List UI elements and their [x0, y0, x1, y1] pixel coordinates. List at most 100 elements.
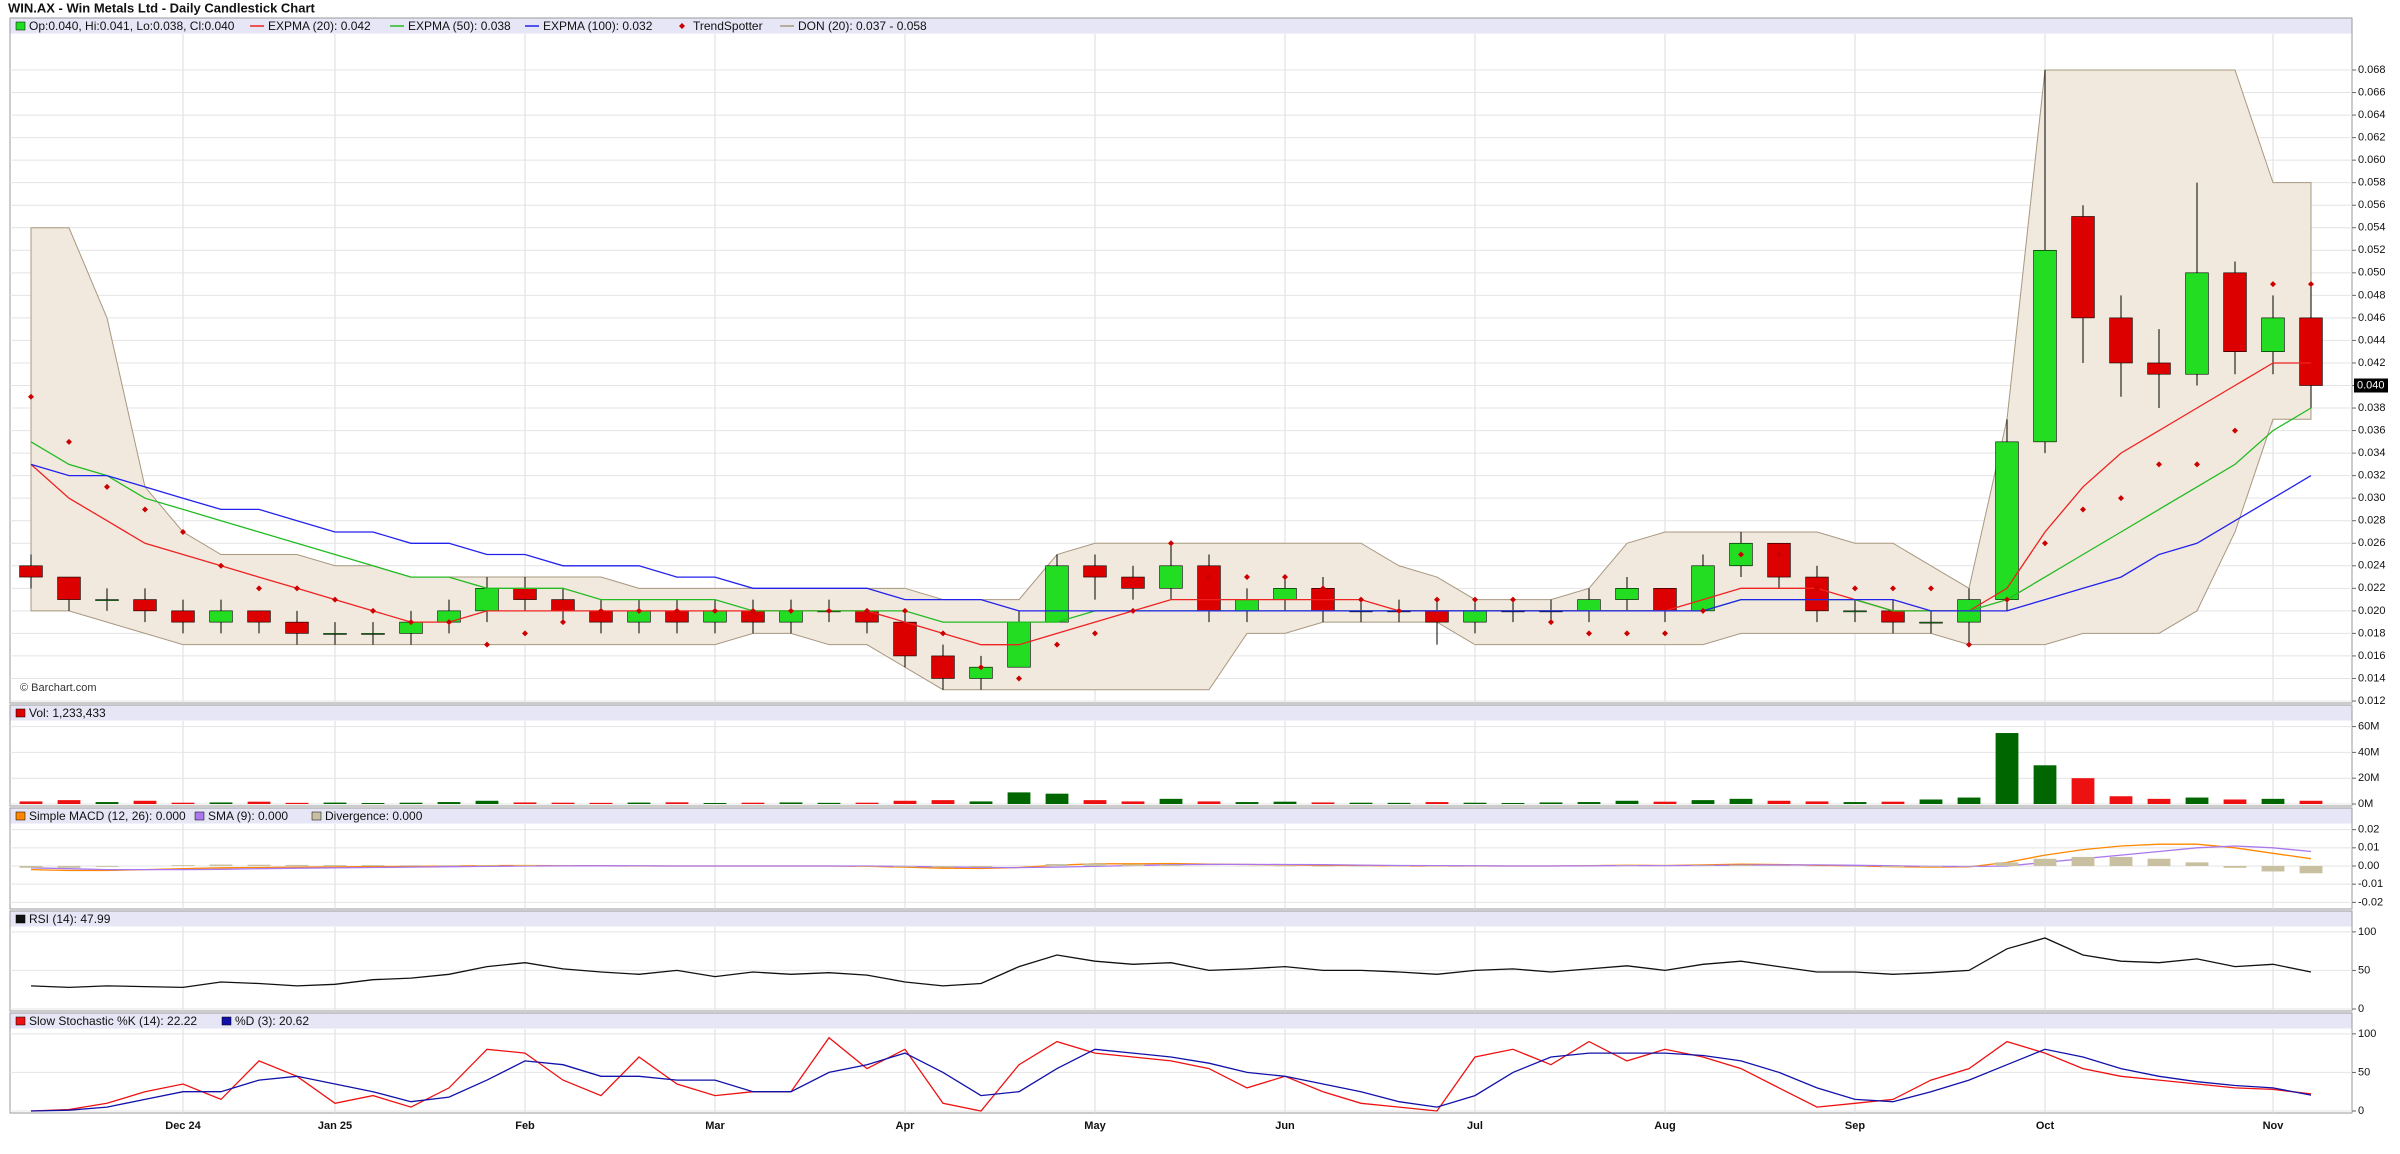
- y-tick-label: 0.060: [2358, 154, 2386, 166]
- trendspotter-dot: [66, 438, 72, 445]
- bar: [931, 800, 955, 804]
- trendspotter-dot: [1434, 596, 1440, 603]
- bar: [2071, 856, 2095, 866]
- indicator-line: [30, 1036, 2312, 1112]
- legend-swatch: [221, 1016, 232, 1026]
- trendspotter-dot: [1016, 675, 1022, 682]
- candle-body: [1045, 565, 1069, 623]
- trendspotter-dot: [1282, 574, 1288, 581]
- bar: [1691, 865, 1715, 866]
- candle-body: [2185, 272, 2209, 375]
- candle-body: [1919, 621, 1943, 624]
- x-tick-label: Nov: [2263, 1120, 2285, 1132]
- x-tick-label: Mar: [705, 1120, 725, 1132]
- candle-body: [1425, 610, 1449, 623]
- bar: [1463, 802, 1487, 804]
- candle-body: [361, 633, 385, 635]
- trendspotter-dot: [28, 393, 34, 400]
- candle-body: [57, 576, 81, 600]
- bar: [855, 802, 879, 804]
- bar: [1919, 866, 1943, 867]
- trendspotter-dot: [218, 562, 224, 569]
- bar: [247, 864, 271, 866]
- bar: [361, 865, 385, 866]
- bar: [741, 802, 765, 804]
- candle-body: [1843, 610, 1867, 613]
- panel-header: [10, 1013, 2352, 1029]
- bar: [1539, 802, 1563, 804]
- source-label: © Barchart.com: [20, 682, 97, 694]
- y-tick-label: 0.058: [2358, 177, 2386, 189]
- trendspotter-dot: [142, 506, 148, 513]
- x-tick-label: Sep: [1845, 1120, 1865, 1132]
- bar: [2223, 799, 2247, 804]
- bar: [1767, 800, 1791, 804]
- bar: [323, 865, 347, 866]
- y-tick-label: 0.044: [2358, 334, 2386, 346]
- trendspotter-dot: [1586, 630, 1592, 637]
- y-tick-label: 0.036: [2358, 424, 2386, 436]
- y-tick-label: 0.062: [2358, 132, 2386, 144]
- bar: [1881, 801, 1905, 804]
- bar: [209, 864, 233, 866]
- ema-line: [30, 463, 2312, 612]
- trendspotter-dot: [1548, 619, 1554, 626]
- bar: [1159, 864, 1183, 866]
- y-tick-label: 0M: [2358, 798, 2373, 810]
- legend-label: %D (3): 20.62: [235, 1014, 309, 1028]
- y-tick-label: 0.068: [2358, 64, 2386, 76]
- bar: [703, 802, 727, 804]
- bar: [171, 865, 195, 866]
- bar: [133, 800, 157, 804]
- trendspotter-dot: [1738, 551, 1744, 558]
- bar: [2185, 862, 2209, 866]
- x-tick-label: Jun: [1275, 1120, 1295, 1132]
- y-tick-label: -0.01: [2358, 878, 2383, 890]
- bar: [1387, 866, 1411, 867]
- y-tick-label: 0.046: [2358, 312, 2386, 324]
- bar: [19, 866, 43, 868]
- candle-body: [2147, 362, 2171, 375]
- trendspotter-dot: [1472, 596, 1478, 603]
- candle-body: [171, 610, 195, 623]
- chart-title: WIN.AX - Win Metals Ltd - Daily Candlest…: [8, 0, 316, 15]
- legend-swatch: [679, 23, 685, 29]
- trendspotter-dot: [2004, 596, 2010, 603]
- bar: [1881, 866, 1905, 867]
- bar: [2223, 866, 2247, 868]
- candle-body: [133, 599, 157, 612]
- y-tick-label: 0.032: [2358, 470, 2386, 482]
- trendspotter-dot: [294, 585, 300, 592]
- bar: [2147, 798, 2171, 804]
- candle-body: [1653, 588, 1677, 612]
- trendspotter-dot: [788, 607, 794, 614]
- y-tick-label: 0.020: [2358, 605, 2386, 617]
- y-tick-label: 0.018: [2358, 627, 2386, 639]
- bar: [1691, 800, 1715, 804]
- bar: [437, 802, 461, 804]
- bar: [2261, 866, 2285, 872]
- bar: [1045, 864, 1069, 866]
- bar: [931, 866, 955, 868]
- last-price-label: 0.040: [2357, 379, 2385, 391]
- bar: [1349, 802, 1373, 804]
- x-tick-label: Aug: [1654, 1120, 1675, 1132]
- bar: [1425, 802, 1449, 804]
- trendspotter-dot: [1966, 641, 1972, 648]
- x-tick-label: Dec 24: [165, 1120, 201, 1132]
- candle-body: [1691, 565, 1715, 612]
- candle-body: [95, 599, 119, 601]
- candle-body: [551, 599, 575, 612]
- candle-body: [1083, 565, 1107, 578]
- bar: [285, 802, 309, 804]
- bar: [57, 800, 81, 804]
- trendspotter-dot: [2080, 506, 2086, 513]
- indicator-line: [30, 843, 2312, 872]
- candle-body: [2071, 216, 2095, 319]
- bar: [1235, 802, 1259, 804]
- bar: [817, 802, 841, 804]
- x-tick-label: Jul: [1467, 1120, 1483, 1132]
- trendspotter-dot: [1776, 551, 1782, 558]
- bar: [57, 866, 81, 868]
- trendspotter-dot: [2232, 427, 2238, 434]
